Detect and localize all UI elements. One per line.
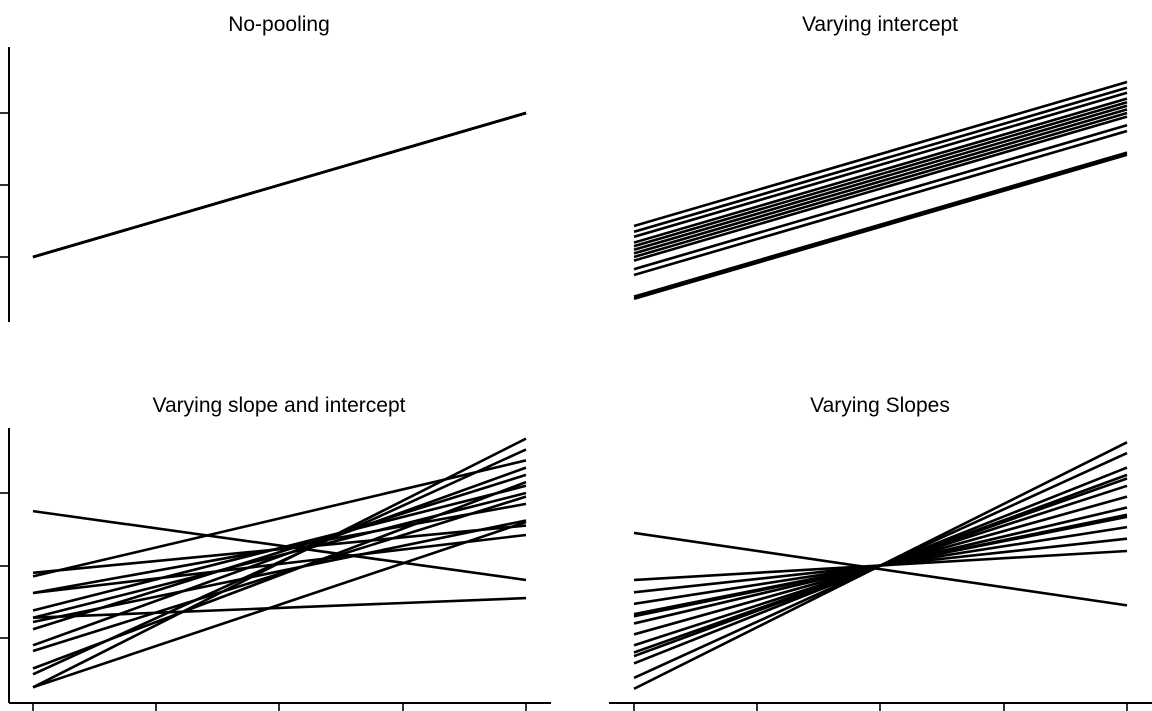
varying-slope-and-intercept-series-line-9	[32, 519, 527, 624]
varying-intercept-series-line-12	[633, 151, 1128, 298]
varying-slopes-series-line-1	[633, 531, 1128, 607]
varying-intercept-series-line-4	[633, 97, 1128, 244]
varying-intercept-series-line-3	[633, 91, 1128, 239]
varying-slopes-series-line-14	[633, 441, 1128, 690]
series-group-no-pooling	[32, 111, 527, 259]
panel-title-varying-slope-and-intercept: Varying slope and intercept	[153, 394, 406, 417]
y-axis-varying-slope-and-intercept	[0, 428, 10, 703]
varying-intercept-series-line-7	[633, 108, 1128, 255]
varying-intercept-series-line-13	[633, 153, 1128, 301]
panel-title-varying-slopes: Varying Slopes	[810, 394, 950, 417]
panel-no-pooling: No-pooling	[0, 13, 527, 322]
varying-slope-and-intercept-series-line-10	[32, 473, 527, 631]
varying-slope-and-intercept-series-line-16	[32, 520, 527, 689]
varying-intercept-series-line-1	[633, 80, 1128, 228]
varying-intercept-series-line-8	[633, 111, 1128, 259]
panel-varying-intercept: Varying intercept	[633, 13, 1128, 301]
varying-intercept-series-line-9	[633, 115, 1128, 262]
series-group-varying-intercept	[633, 80, 1128, 301]
x-axis-varying-slopes	[609, 702, 1152, 711]
varying-slope-and-intercept-series-line-1	[32, 509, 527, 582]
varying-slope-and-intercept-series-line-15	[32, 437, 527, 689]
y-axis-no-pooling	[0, 47, 10, 322]
varying-intercept-series-line-2	[633, 86, 1128, 234]
panel-title-no-pooling: No-pooling	[228, 13, 330, 36]
varying-slope-and-intercept-series-line-6	[32, 484, 527, 612]
varying-intercept-series-line-6	[633, 104, 1128, 252]
panel-varying-slope-and-intercept: Varying slope and intercept	[0, 394, 551, 711]
varying-slope-and-intercept-series-line-12	[32, 495, 527, 653]
no-pooling-series-line-6	[32, 111, 527, 259]
panel-title-varying-intercept: Varying intercept	[802, 13, 958, 36]
series-group-varying-slopes	[633, 441, 1128, 690]
panel-varying-slopes: Varying Slopes	[609, 394, 1152, 711]
series-group-varying-slope-and-intercept	[32, 437, 527, 689]
varying-intercept-series-line-11	[633, 129, 1128, 277]
x-axis-varying-slope-and-intercept	[9, 702, 551, 711]
varying-intercept-series-line-5	[633, 100, 1128, 248]
varying-slope-and-intercept-series-line-11	[32, 466, 527, 647]
varying-intercept-series-line-10	[633, 123, 1128, 271]
